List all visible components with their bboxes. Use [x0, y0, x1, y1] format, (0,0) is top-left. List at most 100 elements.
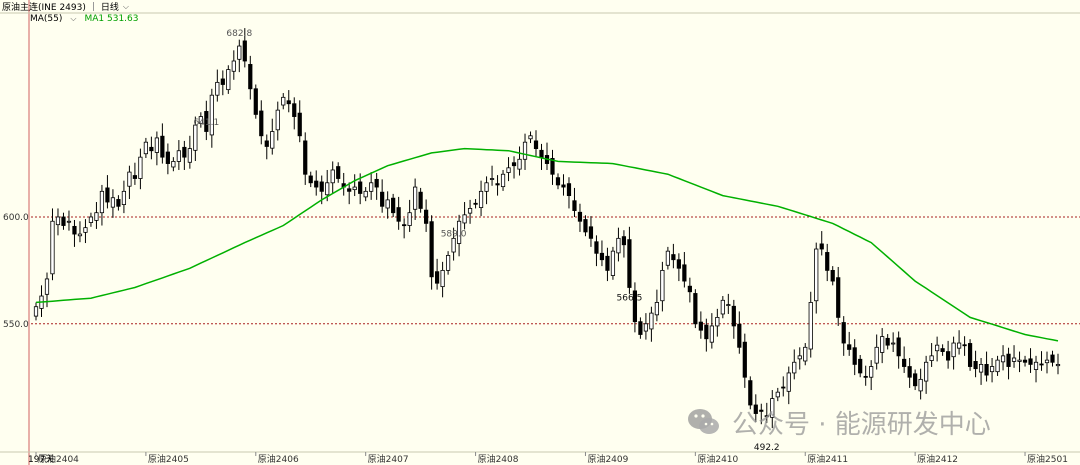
candle — [424, 199, 429, 232]
candle — [165, 143, 170, 175]
candle-body-down — [605, 255, 610, 271]
candle-body-up — [440, 269, 445, 288]
ma-line — [35, 147, 1059, 342]
candle-body-up — [143, 141, 148, 155]
candle-body-down — [852, 347, 857, 365]
candle — [863, 365, 868, 386]
price-annotation: 566.5 — [617, 294, 643, 304]
candle — [336, 162, 341, 183]
candle — [39, 285, 44, 317]
candle — [918, 368, 923, 400]
candle-body-down — [165, 151, 170, 164]
candle — [182, 140, 187, 170]
candle — [731, 299, 736, 339]
candle — [995, 355, 1000, 376]
candle — [462, 202, 467, 230]
candle-body-up — [489, 178, 495, 180]
candle — [275, 101, 280, 141]
candle-body-down — [380, 191, 385, 207]
candle — [748, 376, 753, 410]
candle-body-down — [259, 110, 264, 137]
candle — [643, 313, 649, 340]
candle-body-up — [660, 269, 665, 302]
candle-body-up — [237, 45, 242, 60]
watermark-text: 公众号 · 能源研发中心 — [732, 409, 991, 440]
candle-body-up — [385, 199, 390, 209]
candle — [1055, 353, 1061, 375]
candle — [632, 282, 638, 333]
candle-body-up — [610, 250, 616, 276]
candle-body-up — [803, 346, 808, 362]
title-separator — [92, 2, 94, 11]
candle-body-up — [880, 336, 885, 353]
candle — [445, 251, 451, 275]
candle — [303, 132, 308, 185]
candle — [341, 172, 346, 196]
candle-body-down — [847, 344, 852, 350]
candle-body-down — [913, 373, 918, 387]
candle — [347, 182, 352, 205]
candle-body-up — [231, 60, 236, 72]
candle-body-up — [517, 158, 522, 170]
candle-body-up — [138, 156, 143, 179]
candle-body-up — [193, 124, 198, 151]
candle — [154, 131, 159, 166]
candle-body-down — [424, 209, 429, 224]
candle-body-down — [533, 140, 539, 150]
candle — [374, 172, 379, 200]
x-tick-label: 原油2404 — [38, 453, 79, 465]
candle-body-down — [242, 40, 247, 62]
instrument-name[interactable]: 原油主连(INE 2493) — [2, 3, 86, 13]
candle-body-down — [693, 293, 698, 325]
candle-body-down — [319, 181, 324, 192]
candle-body-down — [1050, 354, 1055, 363]
candle-body-up — [127, 171, 132, 187]
candle — [264, 134, 269, 160]
candle — [775, 387, 780, 402]
title-bar: 原油主连(INE 2493) 日线 ⌵ — [0, 0, 1080, 14]
candle — [1000, 345, 1006, 371]
candle-body-down — [599, 252, 605, 261]
candle — [808, 291, 813, 358]
ma-selector[interactable]: MA(55) — [30, 14, 63, 24]
candle-body-up — [924, 361, 929, 382]
candle-body-up — [187, 148, 192, 163]
candle — [594, 235, 599, 267]
candle-body-up — [918, 378, 923, 392]
candle — [924, 355, 929, 394]
candle-body-up — [792, 361, 797, 374]
candle-body-up — [83, 227, 88, 233]
period-selector[interactable]: 日线 — [100, 3, 119, 13]
ma-chevron-down-icon[interactable]: ⌵ — [70, 14, 77, 23]
chevron-down-icon[interactable]: ⌵ — [122, 1, 129, 11]
candle-body-up — [270, 131, 275, 149]
candle — [693, 289, 698, 329]
candle-body-down — [303, 140, 308, 175]
candle — [473, 199, 478, 209]
candle — [204, 100, 209, 141]
candle — [737, 311, 742, 354]
candle — [237, 39, 242, 73]
candle-body-up — [715, 316, 720, 327]
x-tick-label: 原油2412 — [917, 453, 958, 465]
candle — [33, 302, 39, 321]
candle-body-up — [649, 312, 654, 330]
candle — [792, 349, 797, 380]
candle-body-down — [737, 323, 742, 348]
candle-body-up — [154, 137, 159, 153]
candle-body-down — [374, 178, 379, 188]
candle-body-down — [550, 158, 555, 175]
candle-body-down — [182, 146, 187, 158]
candle-body-down — [753, 404, 758, 414]
candle — [380, 179, 385, 213]
candle — [160, 123, 165, 164]
candle — [533, 130, 539, 158]
candle — [978, 357, 984, 385]
candle — [726, 293, 731, 314]
candle-body-up — [369, 182, 374, 192]
candle — [467, 199, 473, 224]
candle-body-up — [528, 135, 533, 140]
candle-body-down — [286, 100, 291, 105]
candle-body-up — [654, 302, 659, 316]
